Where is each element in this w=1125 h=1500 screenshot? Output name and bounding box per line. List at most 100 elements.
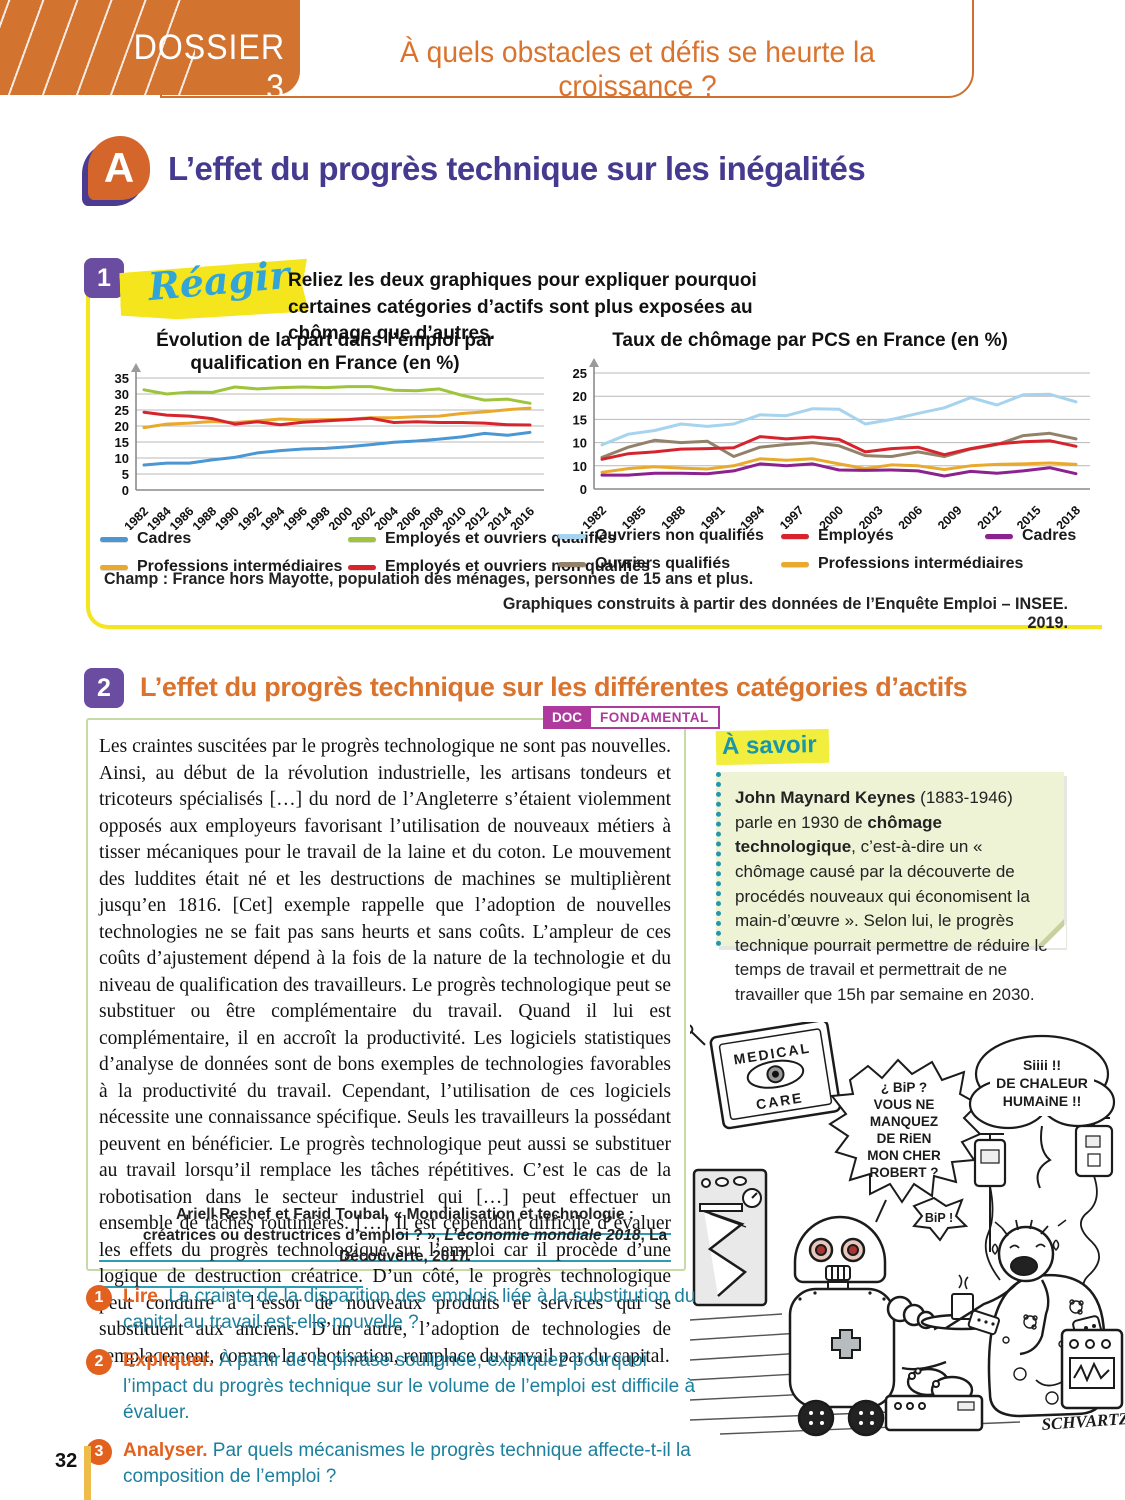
banner-stripes-decoration <box>0 0 195 95</box>
svg-text:35: 35 <box>115 371 129 386</box>
iv-drip-right <box>1074 1110 1114 1299</box>
legend-label: Professions intermédiaires <box>818 555 1024 572</box>
svg-text:10: 10 <box>115 451 129 466</box>
legend-item: Professions intermédiaires <box>100 558 343 576</box>
legend-swatch <box>100 564 128 570</box>
legend-label: Employés <box>818 527 894 544</box>
question-2-verb: Expliquer. <box>123 1350 214 1372</box>
bubble2-text: BiP ! <box>925 1211 953 1225</box>
legend-item: Ouvriers non qualifiés <box>558 527 773 545</box>
chart-scope-note: Champ : France hors Mayotte, population … <box>104 570 754 588</box>
keynes-name: John Maynard Keynes <box>735 788 916 807</box>
legend-item: Ouvriers qualifiés <box>558 555 773 573</box>
dossier-question-title: À quels obstacles et défis se heurte la … <box>400 36 875 103</box>
doc-source-authors: Ariell Reshef et Farid Toubal, « Mondial… <box>142 1206 634 1244</box>
doc-text-after: D’un côté, le progrès technologique peut… <box>99 1266 672 1367</box>
note-text-rest: , c’est-à-dire un « chômage causé par la… <box>735 837 1048 1005</box>
question-3-verb: Analyser. <box>123 1440 208 1462</box>
printer-machine <box>692 1168 768 1307</box>
svg-text:5: 5 <box>122 467 129 482</box>
svg-text:0: 0 <box>580 482 587 497</box>
chart-source: Graphiques construits à partir des donné… <box>502 595 1068 632</box>
legend-swatch <box>781 561 809 567</box>
legend-label: Ouvriers non qualifiés <box>595 527 764 544</box>
footer-accent-bar <box>84 1446 91 1500</box>
svg-text:2012: 2012 <box>975 503 1005 529</box>
note-text: (1883-1946) parle en 1930 de <box>735 788 1013 832</box>
doc-text-before: Les craintes suscitées par le progrès te… <box>99 736 671 1235</box>
svg-text:1994: 1994 <box>738 503 768 529</box>
iv-drip-left <box>973 1133 1007 1281</box>
page-number: 32 <box>55 1450 78 1472</box>
question-2-text: À partir de la phrase soulignée, expliqu… <box>123 1350 696 1423</box>
svg-text:2000: 2000 <box>817 503 847 529</box>
svg-text:1988: 1988 <box>659 503 689 529</box>
section2-title: L’effet du progrès technique sur les dif… <box>140 672 968 702</box>
dossier-label: DOSSIER 3 <box>133 28 285 95</box>
svg-text:1985: 1985 <box>619 503 649 529</box>
svg-text:10: 10 <box>573 436 587 451</box>
doc-badge-label: DOC <box>543 706 591 729</box>
legend-swatch <box>348 564 376 570</box>
question-2-number: 2 <box>86 1349 112 1376</box>
doc-badge-type: FONDAMENTAL <box>591 706 720 729</box>
a-savoir-note: John Maynard Keynes (1883-1946) parle en… <box>716 772 1066 1004</box>
activity1-instruction: Reliez les deux graphiques pour explique… <box>288 270 757 345</box>
legend-item: Professions intermédiaires <box>781 555 1023 573</box>
svg-text:10: 10 <box>573 459 587 474</box>
svg-text:2003: 2003 <box>856 503 886 529</box>
document-source: Ariell Reshef et Farid Toubal, « Mondial… <box>140 1205 670 1268</box>
svg-text:2016: 2016 <box>508 504 538 530</box>
section-a-title: L’effet du progrès technique sur les iné… <box>168 150 866 187</box>
legend-swatch <box>985 533 1013 539</box>
section2-number: 2 <box>84 668 124 708</box>
section-a-badge: A <box>88 136 150 200</box>
svg-text:20: 20 <box>573 389 587 404</box>
legend-swatch <box>100 536 128 542</box>
question-1-verb: Lire. <box>123 1286 164 1307</box>
medical-care-sign: MEDICAL CARE <box>690 1022 842 1130</box>
chart1-line-chart: 3530252015105019821984198619881990199219… <box>115 363 544 530</box>
legend-label: Cadres <box>1022 527 1077 544</box>
bubble3-text: Siiii !! DE CHALEUR HUMAiNE !! <box>996 1057 1088 1109</box>
doc-source-end: , La Découverte, 2017. <box>339 1226 668 1265</box>
doc-source-book: L’économie mondiale 2018 <box>444 1226 641 1244</box>
sign-text-care: CARE <box>755 1089 805 1112</box>
legend-label: Ouvriers qualifiés <box>595 555 731 572</box>
chart2-legend: Ouvriers non qualifiés Employés Cadres O… <box>558 527 1076 573</box>
question-1: 1 Lire. La crainte de la disparition des… <box>86 1284 711 1335</box>
legend-item: Cadres <box>100 530 340 548</box>
legend-label: Cadres <box>137 530 192 547</box>
svg-text:2015: 2015 <box>1014 503 1044 529</box>
bip-bubble: BiP ! <box>912 1196 969 1242</box>
robot-speech-bubble: ¿ BiP ? VOUS NE MANQUEZ DE RiEN MON CHER ROBE… <box>828 1058 982 1223</box>
activity1-box <box>86 260 1102 629</box>
question-2: 2 Expliquer. À partir de la phrase souli… <box>86 1348 711 1425</box>
svg-text:15: 15 <box>115 435 129 450</box>
legend-item: Employés <box>781 527 977 545</box>
question-3: 3 Analyser. Par quels mécanismes le prog… <box>86 1438 711 1489</box>
doc-text-underlined: Il est cependant difficile d’évaluer les… <box>99 1213 671 1288</box>
svg-text:1997: 1997 <box>777 503 807 529</box>
svg-text:20: 20 <box>115 419 129 434</box>
legend-label: Professions intermédiaires <box>137 558 343 575</box>
svg-text:2018: 2018 <box>1054 503 1084 529</box>
svg-text:25: 25 <box>115 403 129 418</box>
bedside-monitor <box>1035 1328 1124 1410</box>
chart1-title: Évolution de la part dans l’emploi par q… <box>156 330 494 374</box>
svg-text:25: 25 <box>573 366 587 381</box>
chart1-legend: Cadres Employés et ouvriers qualifiés Pr… <box>100 530 650 576</box>
svg-text:2009: 2009 <box>935 503 965 529</box>
legend-swatch <box>781 533 809 539</box>
legend-swatch <box>348 536 376 542</box>
chomage-technologique-term: chômage technologique <box>735 812 942 857</box>
dossier-banner: DOSSIER 3 <box>0 0 300 95</box>
chart2-title: Taux de chômage par PCS en France (en %) <box>612 330 1008 351</box>
robot-cartoon-illustration: MEDICAL CARE <box>690 1022 1125 1437</box>
svg-text:0: 0 <box>122 483 129 498</box>
doc-fondamental-badge: DOC FONDAMENTAL <box>543 706 720 729</box>
svg-text:2006: 2006 <box>896 503 926 529</box>
activity1-number: 1 <box>84 258 124 298</box>
questions-list: 1 Lire. La crainte de la disparition des… <box>86 1284 711 1489</box>
